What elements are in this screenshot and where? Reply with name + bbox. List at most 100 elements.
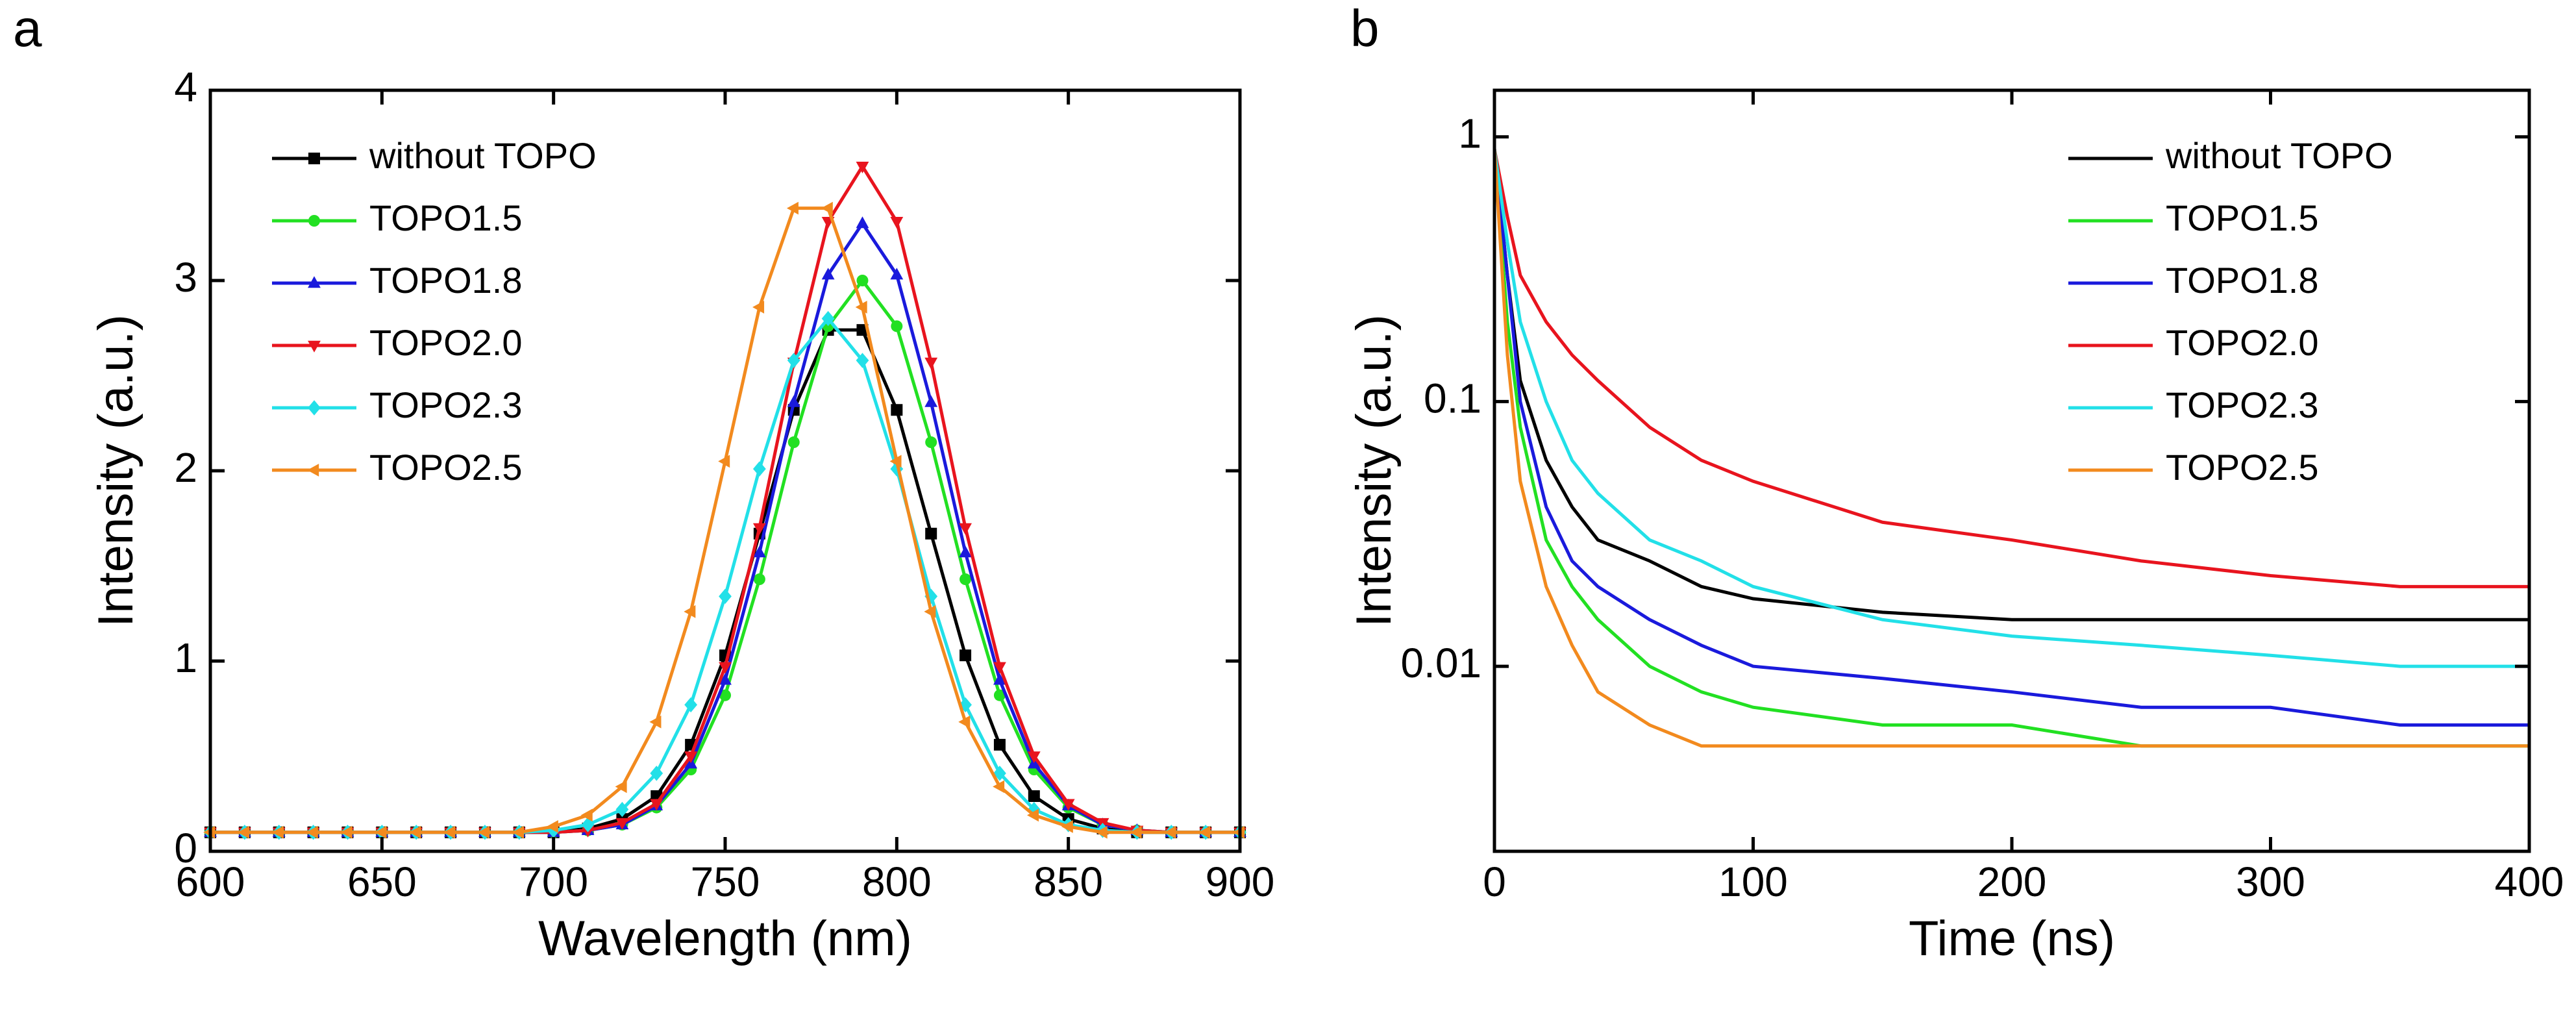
data-marker bbox=[1164, 825, 1176, 839]
data-marker bbox=[650, 766, 663, 781]
x-tick-label: 200 bbox=[1977, 858, 2047, 905]
y-tick-label: 0 bbox=[174, 825, 197, 871]
legend-label: TOPO1.5 bbox=[2166, 197, 2319, 238]
data-marker bbox=[581, 817, 595, 832]
data-marker bbox=[546, 820, 558, 833]
data-marker bbox=[787, 395, 800, 407]
data-marker bbox=[718, 455, 730, 468]
data-marker bbox=[821, 310, 835, 327]
data-marker bbox=[993, 738, 1006, 751]
panel-label: b bbox=[1350, 0, 1380, 57]
y-tick-label: 2 bbox=[174, 444, 197, 491]
data-marker bbox=[615, 818, 629, 830]
data-marker bbox=[615, 801, 629, 818]
data-marker bbox=[821, 268, 835, 280]
data-marker bbox=[856, 353, 869, 368]
series-line bbox=[210, 328, 1240, 834]
data-marker bbox=[889, 455, 902, 468]
y-tick-label: 0.1 bbox=[1424, 375, 1481, 421]
data-marker bbox=[752, 461, 766, 477]
data-marker bbox=[890, 268, 904, 280]
x-axis-title: Time (ns) bbox=[1909, 911, 2115, 966]
data-marker bbox=[993, 780, 1005, 794]
data-marker bbox=[924, 605, 936, 618]
x-tick-label: 0 bbox=[1483, 858, 1506, 905]
series-line bbox=[210, 220, 1240, 834]
data-marker bbox=[959, 523, 972, 535]
data-marker bbox=[890, 216, 904, 229]
data-marker bbox=[959, 545, 972, 558]
x-tick-label: 700 bbox=[519, 858, 588, 905]
legend-label: TOPO2.0 bbox=[369, 322, 523, 363]
x-tick-label: 100 bbox=[1718, 858, 1788, 905]
plot-frame bbox=[1492, 88, 2531, 853]
series-line bbox=[210, 163, 1240, 834]
x-tick-label: 800 bbox=[862, 858, 932, 905]
data-marker bbox=[340, 825, 353, 839]
legend-marker bbox=[308, 215, 320, 227]
data-marker bbox=[271, 825, 284, 839]
series-line bbox=[1494, 149, 2529, 748]
x-tick-label: 300 bbox=[2236, 858, 2305, 905]
data-marker bbox=[512, 825, 524, 839]
x-axis-title: Wavelength (nm) bbox=[538, 911, 912, 966]
data-marker bbox=[924, 357, 938, 369]
data-marker bbox=[1027, 808, 1039, 822]
legend-marker bbox=[308, 400, 321, 416]
data-marker bbox=[787, 436, 800, 449]
data-marker bbox=[443, 825, 456, 839]
legend-label: TOPO2.3 bbox=[2166, 384, 2319, 425]
data-marker bbox=[924, 395, 938, 407]
data-marker bbox=[960, 573, 972, 586]
series-line bbox=[210, 316, 1240, 834]
legend-label: TOPO1.8 bbox=[2166, 260, 2319, 301]
y-tick-label: 1 bbox=[1458, 110, 1481, 157]
data-marker bbox=[719, 588, 732, 605]
data-marker bbox=[925, 436, 937, 449]
data-marker bbox=[786, 201, 799, 215]
series-line bbox=[1494, 148, 2529, 588]
legend-label: TOPO2.0 bbox=[2166, 322, 2319, 363]
y-axis-title: Intensity (a.u.) bbox=[88, 314, 143, 627]
legend-label: TOPO2.5 bbox=[2166, 447, 2319, 488]
data-marker bbox=[1028, 790, 1040, 803]
series-line bbox=[1494, 149, 2529, 621]
data-marker bbox=[855, 301, 867, 314]
y-tick-label: 4 bbox=[174, 64, 197, 110]
data-marker bbox=[993, 689, 1006, 701]
legend-marker bbox=[308, 276, 321, 288]
data-marker bbox=[1198, 825, 1211, 839]
data-marker bbox=[787, 353, 800, 368]
data-marker bbox=[821, 201, 833, 215]
y-tick-label: 1 bbox=[174, 634, 197, 681]
series-line bbox=[210, 206, 1240, 834]
data-marker bbox=[684, 605, 696, 618]
data-marker bbox=[856, 275, 869, 286]
data-marker bbox=[1095, 825, 1108, 839]
series-line bbox=[1494, 149, 2529, 668]
x-tick-label: 600 bbox=[176, 858, 245, 905]
data-marker bbox=[958, 715, 971, 729]
legend-marker bbox=[307, 464, 319, 477]
data-marker bbox=[1027, 751, 1041, 764]
x-tick-label: 400 bbox=[2495, 858, 2564, 905]
data-marker bbox=[478, 825, 490, 839]
panel-label: a bbox=[13, 0, 42, 57]
x-tick-label: 850 bbox=[1034, 858, 1103, 905]
legend-label: without TOPO bbox=[369, 135, 597, 176]
series-line bbox=[1494, 149, 2529, 727]
data-marker bbox=[993, 673, 1006, 685]
data-marker bbox=[580, 808, 593, 822]
series-line bbox=[1494, 149, 2529, 748]
legend-label: TOPO1.8 bbox=[369, 260, 523, 301]
data-marker bbox=[719, 689, 731, 701]
data-marker bbox=[615, 780, 627, 794]
data-marker bbox=[719, 673, 732, 685]
data-marker bbox=[856, 216, 869, 229]
data-marker bbox=[752, 545, 766, 558]
data-marker bbox=[993, 662, 1006, 674]
data-marker bbox=[891, 404, 903, 416]
data-marker bbox=[752, 301, 765, 314]
y-tick-label: 0.01 bbox=[1400, 640, 1481, 686]
